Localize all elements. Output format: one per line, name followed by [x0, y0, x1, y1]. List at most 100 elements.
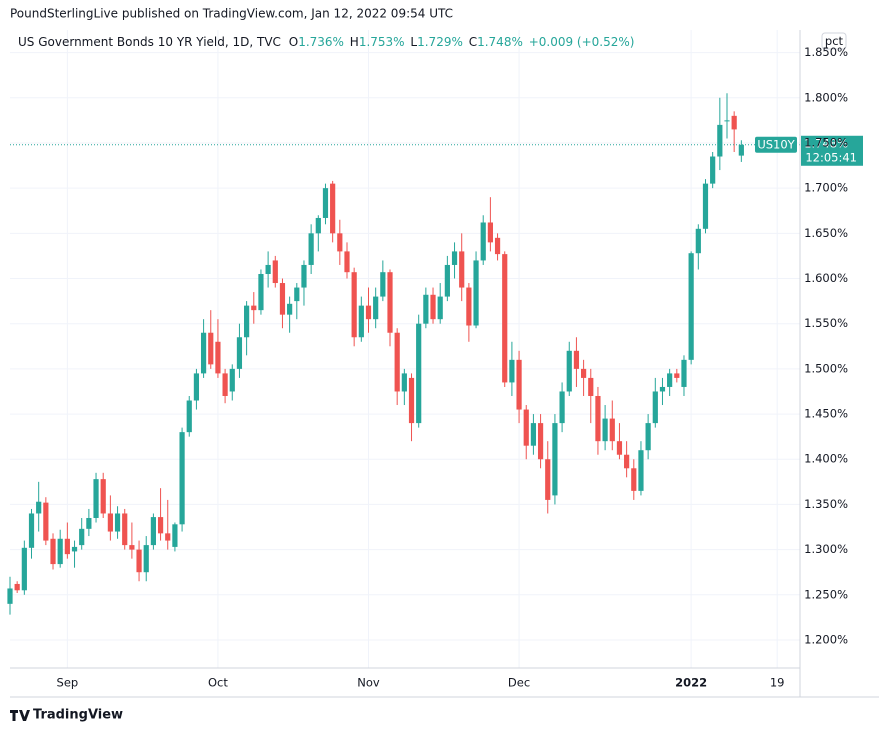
- candle-body: [530, 423, 537, 446]
- candle-body: [738, 144, 744, 156]
- price-tag-countdown: 12:05:41: [805, 150, 857, 164]
- candle-body: [516, 359, 522, 410]
- candle-body: [702, 183, 709, 229]
- candle-body: [537, 423, 544, 460]
- y-tick-label: 1.300%: [804, 542, 848, 556]
- candle-body: [645, 423, 651, 451]
- price-tag: US10Y 1.748%12:05:41: [755, 135, 863, 166]
- candle-body: [509, 359, 515, 383]
- y-tick-label: 1.600%: [804, 271, 848, 285]
- candles: [7, 93, 800, 615]
- candle-body: [330, 183, 336, 234]
- legend-key: H: [350, 35, 359, 49]
- candle-body: [129, 545, 135, 550]
- candle-body: [344, 251, 350, 273]
- x-tick-label: Sep: [57, 676, 79, 690]
- candle-body: [667, 373, 673, 387]
- y-tick-label: 1.200%: [804, 632, 848, 646]
- candle-body: [681, 359, 687, 387]
- candle-body: [595, 395, 601, 442]
- y-tick-label: 1.700%: [804, 181, 848, 195]
- candle-body: [208, 332, 214, 365]
- publisher: PoundSterlingLive published on TradingVi…: [10, 7, 453, 21]
- candle-body: [215, 341, 221, 374]
- candle-body: [616, 441, 623, 455]
- candle-body: [724, 120, 730, 122]
- candle-body: [358, 305, 364, 338]
- candle-body: [566, 350, 572, 392]
- candle-body: [265, 264, 271, 274]
- candle-body: [229, 368, 235, 392]
- legend-value: 1.748%: [477, 35, 523, 49]
- y-tick-label: 1.450%: [804, 407, 848, 421]
- candle-body: [143, 545, 149, 573]
- candle-body: [581, 368, 587, 378]
- y-tick-label: 1.650%: [804, 226, 848, 240]
- candle-body: [573, 350, 580, 369]
- brand: TradingView: [33, 708, 123, 723]
- candle-body: [315, 217, 321, 234]
- candle-body: [150, 517, 156, 546]
- candle-body: [688, 253, 694, 360]
- candle-body: [638, 450, 644, 491]
- x-tick-label: 2022: [675, 676, 707, 690]
- candle-body: [695, 228, 701, 254]
- candle-body: [236, 337, 243, 369]
- candle-body: [710, 156, 716, 184]
- legend: US Government Bonds 10 YR Yield, 1D, TVC…: [18, 35, 634, 49]
- candle-body: [394, 332, 400, 392]
- candle-body: [552, 423, 558, 496]
- candle-body: [107, 513, 113, 532]
- legend-value: 1.736%: [298, 35, 344, 49]
- candle-body: [43, 502, 49, 541]
- candle-body: [36, 501, 42, 514]
- candle-body: [179, 432, 185, 525]
- y-tick-label: 1.550%: [804, 316, 848, 330]
- candle-body: [631, 468, 637, 491]
- candle-body: [251, 305, 257, 311]
- logo: [10, 710, 30, 721]
- price-tag-symbol: US10Y: [757, 137, 795, 151]
- candle-body: [459, 251, 465, 288]
- candle-body: [122, 513, 128, 546]
- candle-body: [380, 272, 386, 297]
- grid: [10, 30, 800, 668]
- candle-body: [401, 373, 407, 392]
- x-tick-label: Dec: [508, 676, 530, 690]
- candle-body: [480, 222, 486, 261]
- candle-body: [444, 264, 450, 297]
- unit-box[interactable]: [821, 32, 847, 50]
- candle-body: [57, 538, 63, 565]
- candle-body: [86, 517, 92, 529]
- candle-body: [351, 272, 357, 338]
- candle-body: [387, 272, 393, 333]
- x-tick-label: 19: [770, 676, 785, 690]
- plot-area: [10, 30, 800, 668]
- candle-body: [423, 294, 429, 324]
- candle-body: [609, 418, 615, 442]
- candle-body: [100, 479, 106, 514]
- candle-body: [28, 513, 35, 548]
- x-tick-label: Nov: [357, 676, 380, 690]
- candle-body: [157, 517, 164, 534]
- candle-body: [487, 222, 493, 243]
- legend-symbol: US Government Bonds 10 YR Yield, 1D, TVC: [18, 35, 281, 49]
- candle-body: [136, 549, 142, 573]
- price-tag-symbol-box: [755, 136, 797, 153]
- legend-key: O: [289, 35, 298, 49]
- candle-body: [200, 332, 207, 374]
- candle-body: [545, 459, 551, 500]
- candle-body: [193, 373, 200, 401]
- candle-body: [466, 287, 472, 326]
- candle-body: [14, 583, 20, 591]
- candle-body: [21, 547, 27, 591]
- candle-body: [624, 454, 630, 469]
- candle-body: [451, 251, 458, 265]
- x-tick-label: Oct: [208, 676, 228, 690]
- candle-body: [602, 418, 608, 442]
- candle-body: [279, 283, 286, 315]
- candle-body: [408, 377, 415, 424]
- candle-body: [659, 386, 666, 392]
- candle-body: [50, 538, 56, 565]
- candle-body: [272, 260, 278, 284]
